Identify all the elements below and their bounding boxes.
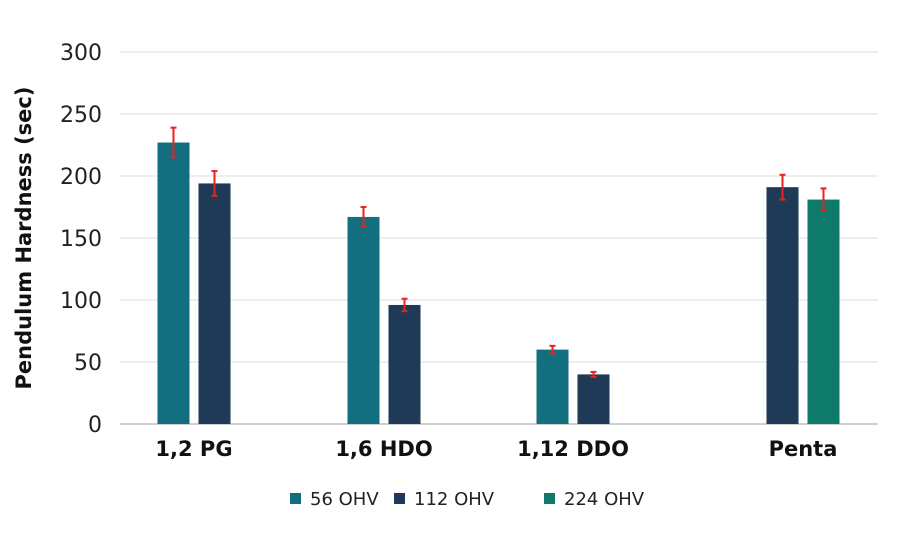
legend-swatch [394,493,405,504]
legend-label: 56 OHV [310,489,379,510]
x-tick-label: 1,6 HDO [335,437,432,461]
y-tick-label: 150 [60,227,102,252]
y-tick-label: 300 [60,41,102,66]
legend-swatch [544,493,555,504]
legend-swatch [290,493,301,504]
bar-112-ohv [577,374,610,424]
x-tick-label: 1,12 DDO [517,437,629,461]
bar-112-ohv [766,187,799,424]
x-tick-label: Penta [769,437,838,461]
y-tick-label: 50 [74,351,102,376]
y-tick-label: 100 [60,289,102,314]
legend-label: 224 OHV [564,489,645,510]
bar-56-ohv [157,142,190,424]
x-tick-label: 1,2 PG [155,437,232,461]
bar-56-ohv [536,349,569,424]
y-tick-label: 0 [88,413,102,438]
bar-56-ohv [347,216,380,424]
bar-112-ohv [388,304,421,424]
y-tick-label: 200 [60,165,102,190]
y-axis-title: Pendulum Hardness (sec) [12,87,36,390]
legend-label: 112 OHV [414,489,495,510]
bar-224-ohv [807,199,840,424]
bar-112-ohv [198,183,231,424]
y-tick-label: 250 [60,103,102,128]
